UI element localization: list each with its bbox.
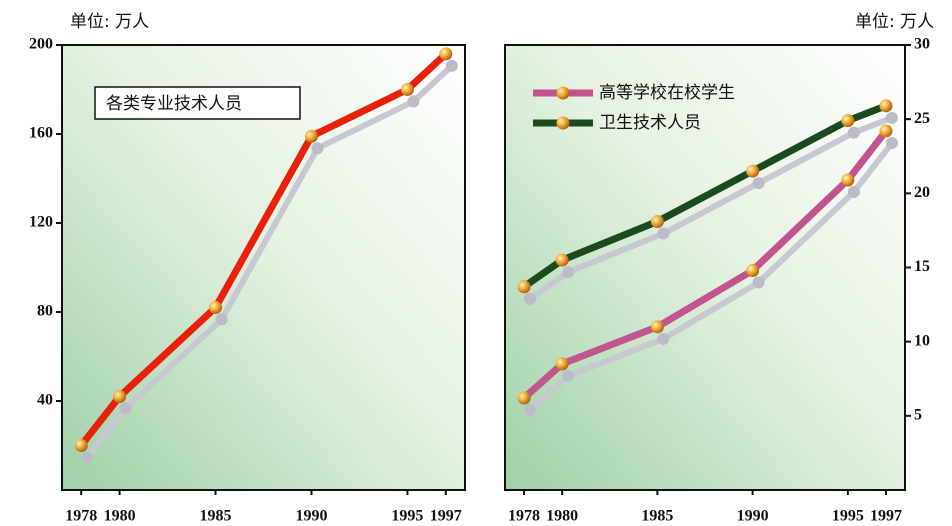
marker-shadow bbox=[847, 126, 860, 139]
y-tick-label: 120 bbox=[29, 214, 53, 231]
x-tick-label: 1990 bbox=[737, 508, 769, 525]
marker bbox=[74, 439, 88, 452]
marker-shadow bbox=[119, 402, 132, 415]
line-shadow bbox=[84, 63, 454, 460]
marker-shadow bbox=[562, 369, 575, 382]
marker-shadow bbox=[215, 313, 228, 326]
line-shadow bbox=[528, 141, 895, 413]
marker-shadow bbox=[407, 95, 420, 108]
marker bbox=[555, 357, 569, 371]
y-tick-label: 15 bbox=[914, 258, 930, 275]
marker bbox=[517, 280, 531, 294]
marker bbox=[439, 47, 453, 61]
x-tick-label: 1978 bbox=[508, 508, 540, 525]
marker bbox=[746, 263, 760, 277]
legend-label: 卫生技术人员 bbox=[599, 113, 701, 133]
marker-shadow bbox=[885, 111, 898, 124]
marker-shadow bbox=[445, 59, 458, 72]
x-tick-label: 1997 bbox=[430, 508, 462, 525]
x-tick-label: 1990 bbox=[295, 508, 327, 525]
legend-box bbox=[94, 86, 301, 120]
legend-label: 高等学校在校学生 bbox=[599, 83, 735, 103]
marker-shadow bbox=[562, 266, 575, 279]
marker bbox=[841, 173, 855, 187]
y-tick-label: 160 bbox=[29, 125, 53, 142]
marker-shadow bbox=[752, 177, 765, 190]
marker bbox=[209, 301, 223, 315]
series-line bbox=[78, 51, 449, 448]
marker bbox=[879, 99, 893, 113]
legend-label: 各类专业技术人员 bbox=[106, 94, 242, 114]
marker bbox=[555, 253, 569, 267]
marker-shadow bbox=[311, 142, 324, 155]
marker bbox=[746, 164, 760, 178]
marker-shadow bbox=[524, 292, 537, 305]
marker bbox=[400, 83, 414, 96]
y-tick-label: 20 bbox=[914, 184, 930, 201]
x-tick-label: 1985 bbox=[641, 508, 673, 525]
marker-shadow bbox=[81, 451, 94, 464]
marker-shadow bbox=[524, 404, 537, 417]
y-tick-label: 80 bbox=[37, 303, 53, 320]
x-tick-label: 1980 bbox=[546, 508, 578, 525]
legend-marker bbox=[556, 86, 570, 100]
marker bbox=[650, 320, 664, 334]
marker-shadow bbox=[885, 137, 898, 150]
x-tick-label: 1978 bbox=[65, 508, 97, 525]
marker-shadow bbox=[657, 332, 670, 345]
x-tick-label: 1997 bbox=[870, 508, 902, 525]
marker-shadow bbox=[657, 227, 670, 240]
marker bbox=[841, 114, 855, 128]
marker-shadow bbox=[752, 276, 765, 289]
line-shadow bbox=[528, 115, 894, 302]
marker bbox=[879, 124, 893, 138]
marker bbox=[650, 215, 664, 229]
x-tick-label: 1985 bbox=[200, 508, 232, 525]
marker bbox=[304, 129, 318, 143]
y-tick-label: 5 bbox=[914, 407, 922, 424]
unit-label: 单位: 万人 bbox=[855, 12, 934, 32]
y-tick-label: 200 bbox=[29, 36, 53, 53]
marker bbox=[517, 391, 531, 405]
x-tick-label: 1995 bbox=[832, 508, 864, 525]
y-tick-label: 30 bbox=[914, 36, 930, 53]
series-line bbox=[521, 128, 889, 401]
y-tick-label: 40 bbox=[37, 392, 53, 409]
legend-marker bbox=[556, 116, 570, 130]
unit-label: 单位: 万人 bbox=[70, 12, 149, 32]
x-tick-label: 1995 bbox=[391, 508, 423, 525]
marker bbox=[113, 390, 127, 404]
marker-shadow bbox=[847, 185, 860, 198]
y-tick-label: 25 bbox=[914, 110, 930, 127]
series-line bbox=[522, 102, 888, 290]
x-tick-label: 1980 bbox=[104, 508, 136, 525]
y-tick-label: 10 bbox=[914, 332, 930, 349]
